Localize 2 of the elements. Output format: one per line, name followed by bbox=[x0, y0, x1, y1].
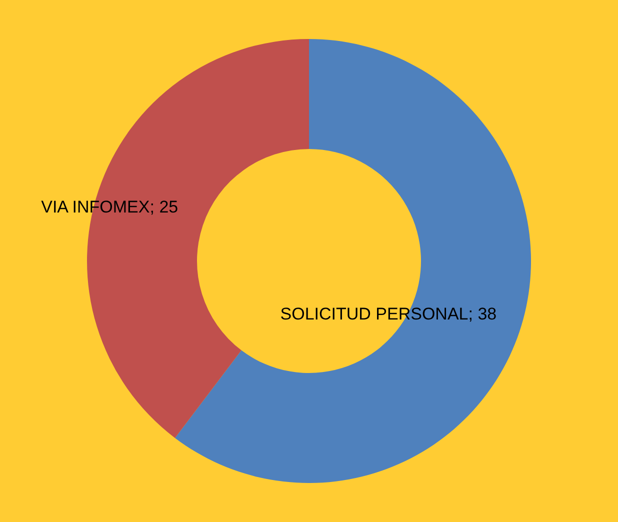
data-label: ; 25 bbox=[150, 197, 178, 216]
data-label: ; 38 bbox=[468, 304, 497, 324]
